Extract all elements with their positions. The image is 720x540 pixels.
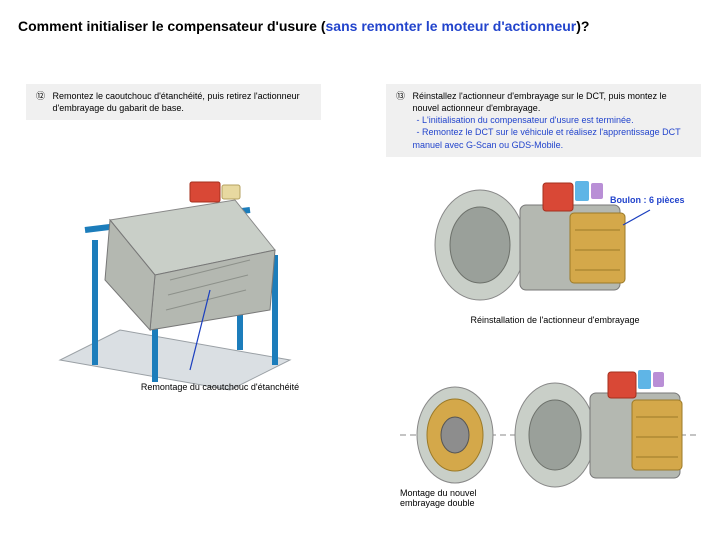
caption-right-top: Réinstallation de l'actionneur d'embraya… [445, 315, 665, 325]
clutch-mount-illustration [400, 360, 700, 500]
caption-right-bottom: Montage du nouvel embrayage double [400, 488, 520, 508]
title-part1: Comment initialiser le compensateur d'us… [18, 18, 326, 34]
step-12-text: Remontez le caoutchouc d'étanchéité, pui… [53, 90, 310, 114]
title-part2: )? [576, 18, 589, 34]
step-13-line1: Réinstallez l'actionneur d'embrayage sur… [413, 91, 667, 113]
step-13-num: ⑬ [396, 90, 410, 102]
bolts-callout: Boulon : 6 pièces [610, 195, 685, 205]
step-13-box: ⑬ Réinstallez l'actionneur d'embrayage s… [386, 84, 701, 157]
figure-right-top: Boulon : 6 pièces Réinstallation de l'ac… [425, 175, 685, 325]
page-title: Comment initialiser le compensateur d'us… [18, 18, 589, 34]
figure-right-bottom: Montage du nouvel embrayage double [400, 360, 700, 520]
step-13-bullet2: - Remontez le DCT sur le véhicule et réa… [413, 127, 681, 149]
title-highlight: sans remonter le moteur d'actionneur [326, 18, 577, 34]
step-12-num: ⑫ [36, 90, 50, 102]
caption-left: Remontage du caoutchouc d'étanchéité [130, 382, 310, 392]
step-12-box: ⑫ Remontez le caoutchouc d'étanchéité, p… [26, 84, 321, 120]
step-13-bullet1: - L'initialisation du compensateur d'usu… [413, 115, 634, 125]
figure-left: Remontage du caoutchouc d'étanchéité [40, 160, 320, 420]
actuator-on-jig-illustration [40, 160, 320, 400]
